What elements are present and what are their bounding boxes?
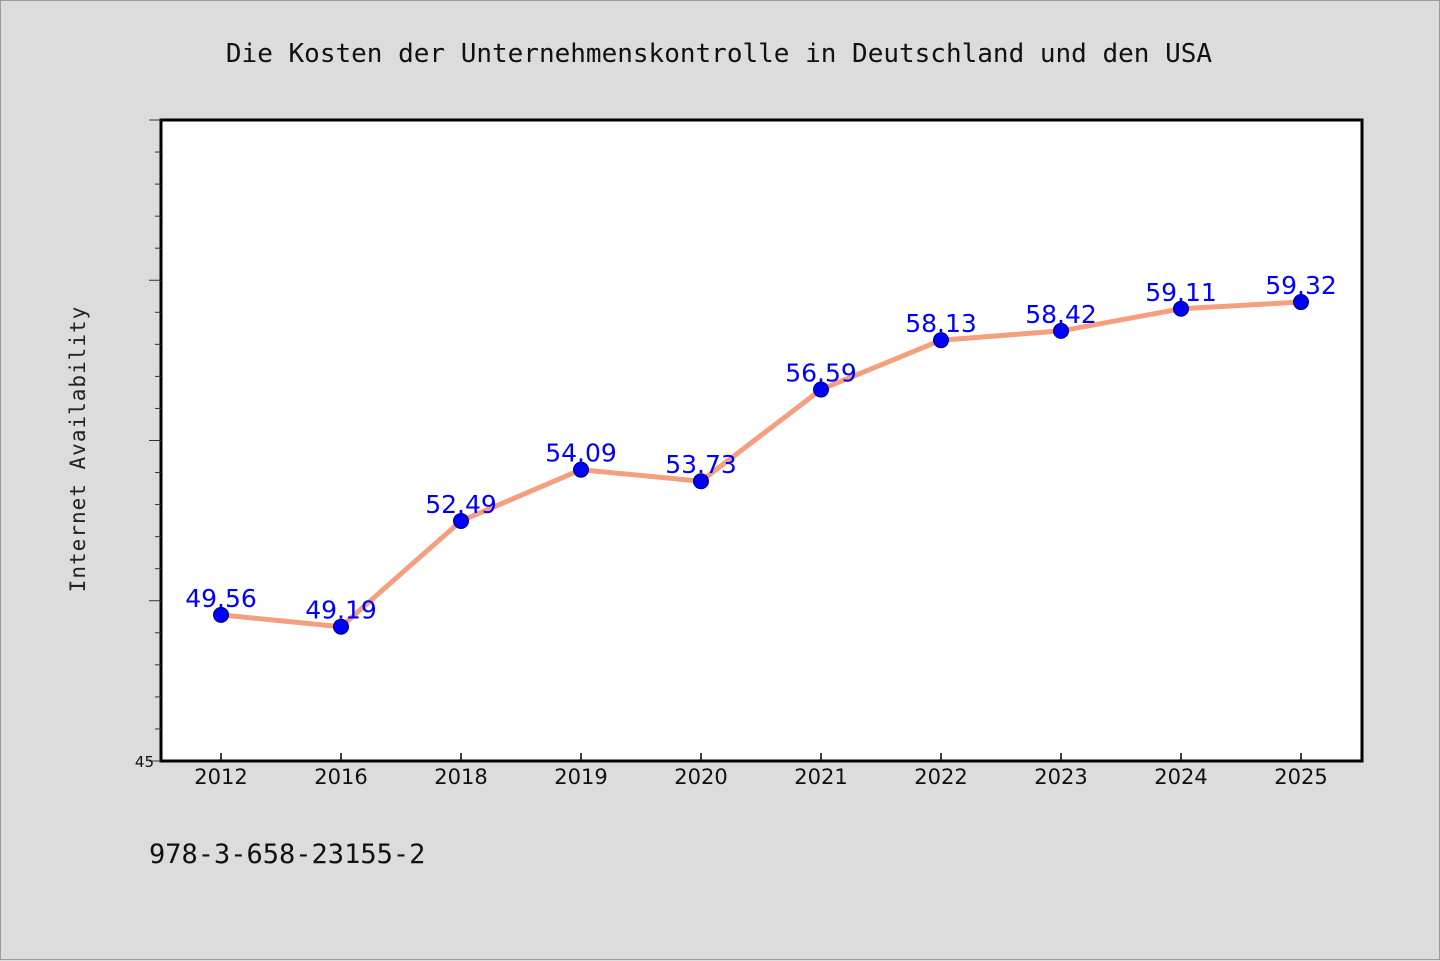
data-point-2025 [1293,294,1309,311]
x-tick-label-2018: 2018 [434,765,487,789]
y-axis-ticks [149,119,161,762]
data-point-2023 [1053,322,1069,339]
data-label-2023: 58.42 [1025,300,1097,329]
x-tick-label-2024: 2024 [1154,765,1207,789]
x-tick-label-2012: 2012 [194,765,247,789]
data-point-2012 [213,606,229,623]
plot-area [159,118,1364,763]
x-tick-label-2016: 2016 [314,765,367,789]
data-point-2021 [813,381,829,398]
x-axis-ticks [220,753,1302,761]
data-label-2021: 56.59 [785,359,857,388]
x-tick-label-2025: 2025 [1274,765,1327,789]
x-tick-label-2020: 2020 [674,765,727,789]
data-point-2019 [573,461,589,478]
x-tick-label-2023: 2023 [1034,765,1087,789]
y-axis-min-label: 45 [135,753,154,771]
data-label-2012: 49.56 [185,584,257,613]
data-label-2019: 54.09 [545,439,617,468]
data-label-2020: 53.73 [665,450,737,479]
data-point-2016 [333,618,349,635]
data-point-2024 [1173,300,1189,317]
data-label-2022: 58.13 [905,309,977,338]
data-point-2018 [453,512,469,529]
series-line [218,299,1304,630]
chart-title: Die Kosten der Unternehmenskontrolle in … [226,39,1213,69]
data-label-2018: 52.49 [425,490,497,519]
y-axis-label: Internet Availability [66,306,90,593]
data-point-2020 [693,473,709,490]
figure-caption: 978-3-658-23155-2 [149,839,425,870]
data-label-2024: 59.11 [1145,278,1217,307]
data-point-2022 [933,332,949,349]
data-label-2016: 49.19 [305,596,377,625]
x-tick-label-2022: 2022 [914,765,967,789]
data-label-2025: 59.32 [1265,271,1337,300]
x-tick-label-2021: 2021 [794,765,847,789]
x-tick-label-2019: 2019 [554,765,607,789]
x-axis-tick-labels: 2012 2016 2018 2019 2020 2021 2022 2023 2024 2025 [194,765,1327,789]
series-layer: 49.56 49.19 52.49 54.09 53.73 56.59 58.13 58.42… [185,271,1337,635]
